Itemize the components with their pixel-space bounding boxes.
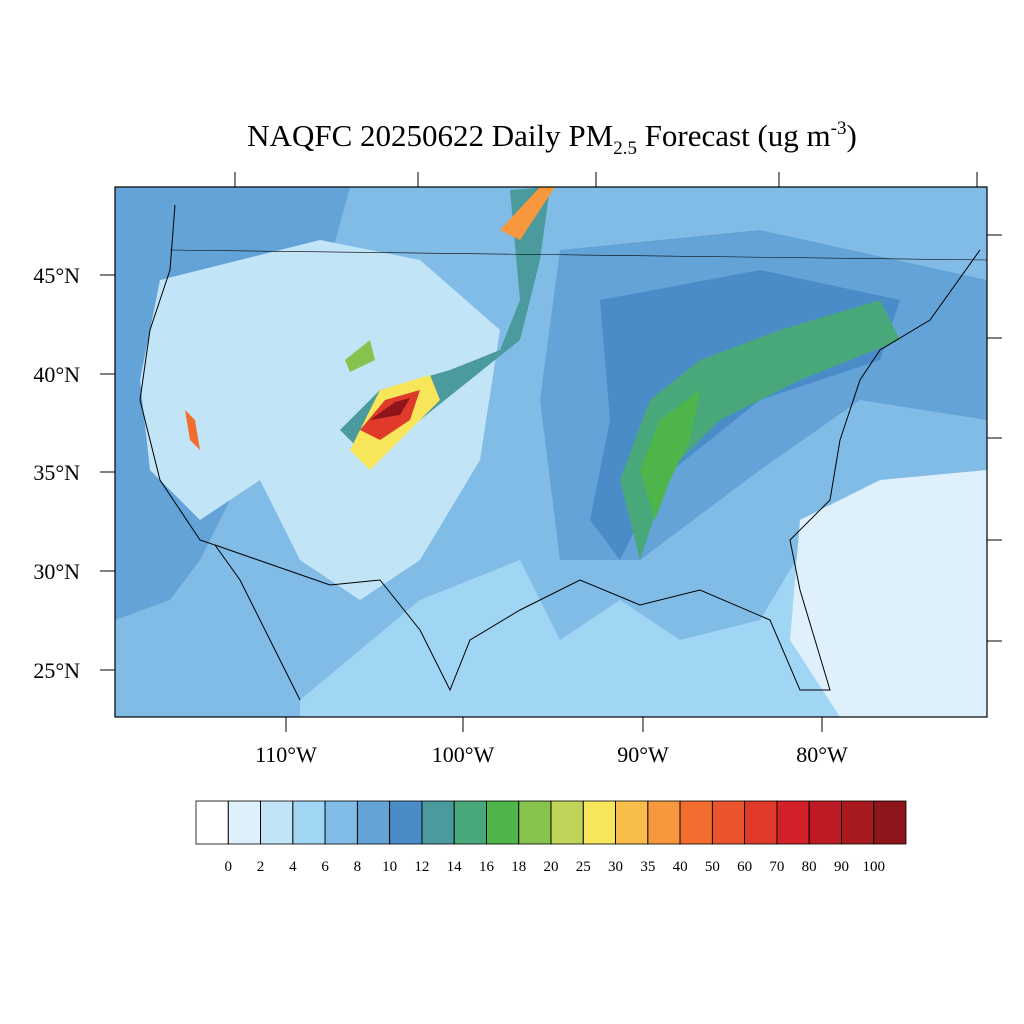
colorbar-label: 6 xyxy=(321,859,329,875)
lon-label: 100°W xyxy=(432,742,495,767)
colorbar-box xyxy=(776,800,810,845)
colorbar-box xyxy=(518,800,552,845)
map-field xyxy=(115,187,987,717)
colorbar-label: 100 xyxy=(862,859,885,875)
colorbar-box xyxy=(711,800,746,845)
lat-label: 25°N xyxy=(33,658,80,683)
colorbar-label: 10 xyxy=(382,859,397,875)
map-frame xyxy=(114,186,988,718)
colorbar-label: 2 xyxy=(257,859,265,875)
colorbar-box xyxy=(679,800,713,845)
title: NAQFC 20250622 Daily PM2.5 Forecast (ug … xyxy=(247,118,857,159)
colorbar-box xyxy=(873,800,907,845)
colorbar-box xyxy=(453,800,487,845)
colorbar-label: 18 xyxy=(511,859,526,875)
lon-label: 110°W xyxy=(255,742,317,767)
colorbar-label: 50 xyxy=(705,859,720,875)
colorbar-label: 8 xyxy=(354,859,362,875)
colorbar-box xyxy=(260,800,294,845)
lat-label: 45°N xyxy=(33,263,80,288)
colorbar-box xyxy=(550,800,584,845)
colorbar: 0 2 4 6 8 10 12 14 16 18 20 25 30 35 40 50 60 70 80 90 100 xyxy=(195,800,907,875)
lat-label: 40°N xyxy=(33,362,80,387)
colorbar-box xyxy=(808,800,842,845)
colorbar-box xyxy=(389,800,423,845)
colorbar-box xyxy=(582,800,616,845)
colorbar-label: 35 xyxy=(640,859,655,875)
colorbar-label: 20 xyxy=(544,859,559,875)
colorbar-box xyxy=(744,800,778,845)
lon-label: 80°W xyxy=(796,742,848,767)
colorbar-box xyxy=(356,800,391,845)
colorbar-label: 25 xyxy=(576,859,591,875)
colorbar-label: 4 xyxy=(289,859,297,875)
lon-label: 90°W xyxy=(617,742,669,767)
colorbar-box xyxy=(292,800,326,845)
colorbar-label: 16 xyxy=(479,859,495,875)
coastline xyxy=(139,204,988,701)
colorbar-label: 0 xyxy=(225,859,233,875)
colorbar-label: 40 xyxy=(673,859,688,875)
colorbar-box xyxy=(227,800,261,845)
colorbar-label: 90 xyxy=(834,859,849,875)
colorbar-box xyxy=(486,800,520,845)
colorbar-box xyxy=(647,800,681,845)
lat-label: 30°N xyxy=(33,559,80,584)
colorbar-label: 14 xyxy=(447,859,463,875)
colorbar-label: 70 xyxy=(769,859,784,875)
lat-label: 35°N xyxy=(33,460,80,485)
colorbar-box xyxy=(421,800,455,845)
colorbar-box xyxy=(195,800,229,845)
colorbar-box xyxy=(324,800,358,845)
colorbar-label: 12 xyxy=(414,859,429,875)
colorbar-box xyxy=(841,800,875,845)
axes: 45°N 40°N 35°N 30°N 25°N 110°W 100°W 90°W 80°W xyxy=(33,172,1002,767)
colorbar-label: 30 xyxy=(608,859,623,875)
colorbar-label: 60 xyxy=(737,859,752,875)
colorbar-label: 80 xyxy=(802,859,817,875)
colorbar-box xyxy=(615,800,649,845)
